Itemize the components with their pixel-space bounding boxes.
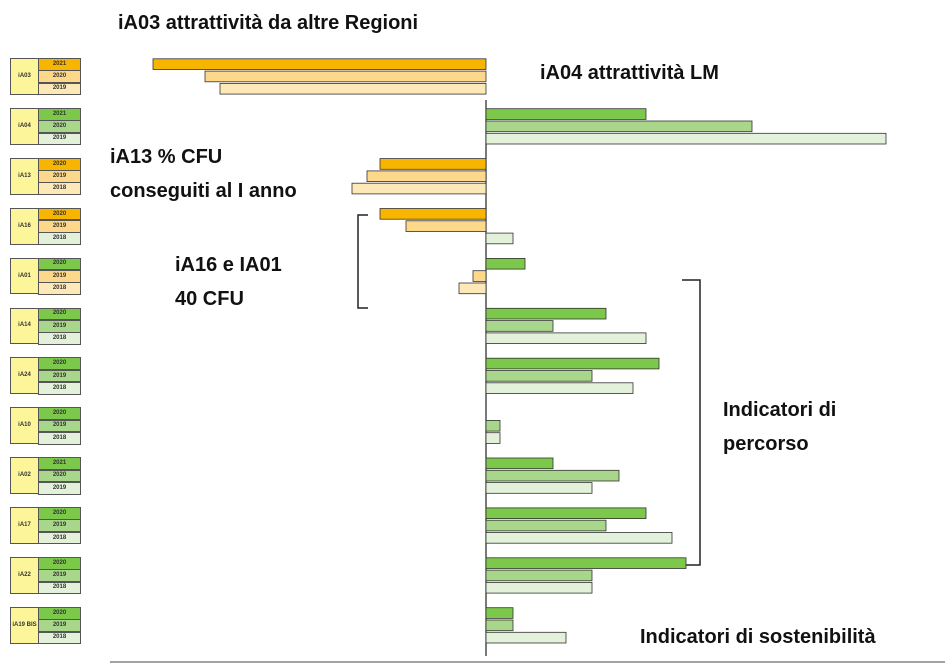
year-label: 2020: [38, 257, 81, 271]
year-label: 2020: [38, 606, 81, 620]
bar: [405, 220, 487, 232]
annotation: conseguiti al I anno: [110, 180, 297, 202]
bar: [152, 58, 487, 70]
bar: [366, 170, 487, 182]
year-label: 2018: [38, 282, 81, 295]
annotation: 40 CFU: [175, 288, 244, 310]
year-label: 2018: [38, 581, 81, 595]
bar: [485, 432, 501, 444]
bar: [485, 320, 554, 332]
bar: [485, 557, 687, 569]
indicator-label: iA02: [10, 457, 39, 495]
bar: [485, 307, 607, 320]
indicator-label: iA03: [10, 58, 39, 95]
bar: [485, 532, 673, 544]
year-label: 2021: [38, 107, 81, 121]
year-label: 2021: [38, 58, 81, 71]
bar: [485, 469, 620, 482]
annotation: iA16 e IA01: [175, 254, 282, 276]
bar: [485, 120, 753, 133]
bar: [485, 370, 593, 382]
indicator-label: iA24: [10, 357, 39, 395]
year-label: 2021: [38, 457, 81, 470]
bar: [485, 482, 593, 494]
bar: [485, 108, 647, 120]
year-label: 2019: [38, 82, 81, 96]
bar: [379, 208, 487, 220]
bar: [485, 357, 660, 370]
indicator-label: iA13: [10, 157, 39, 195]
bar: [485, 619, 514, 632]
indicator-label: iA22: [10, 557, 39, 594]
year-label: 2018: [38, 182, 81, 196]
bar: [485, 631, 567, 644]
bar: [485, 419, 501, 432]
year-label: 2019: [38, 220, 81, 233]
year-label: 2018: [38, 431, 81, 445]
year-label: 2020: [38, 157, 81, 171]
year-label: 2019: [38, 369, 81, 383]
bar: [485, 257, 526, 270]
indicator-label: iA14: [10, 307, 39, 345]
year-label: 2019: [38, 519, 81, 533]
bar: [204, 70, 487, 83]
bar: [485, 607, 514, 619]
annotation: iA03 attrattività da altre Regioni: [118, 12, 419, 34]
year-label: 2020: [38, 407, 81, 421]
annotation: iA04 attrattività LM: [540, 62, 719, 84]
bar: [458, 282, 487, 295]
bar: [485, 132, 887, 145]
annotation: Indicatori di sostenibilità: [640, 626, 876, 648]
indicator-label: iA16: [10, 207, 39, 245]
bar: [379, 158, 487, 170]
year-label: 2019: [38, 269, 81, 283]
bar: [485, 507, 647, 519]
year-label: 2018: [38, 382, 81, 395]
year-label: 2020: [38, 70, 81, 84]
year-label: 2020: [38, 469, 81, 483]
year-label: 2019: [38, 569, 81, 583]
bar: [485, 232, 514, 245]
year-label: 2020: [38, 507, 81, 520]
indicator-label: iA01: [10, 257, 39, 295]
bar: [485, 457, 554, 470]
year-label: 2018: [38, 531, 81, 545]
year-label: 2018: [38, 631, 81, 645]
bar: [472, 270, 487, 282]
indicator-label: iA19 BIS: [10, 606, 39, 644]
year-label: 2018: [38, 232, 81, 246]
indicator-label: iA17: [10, 507, 39, 544]
year-label: 2019: [38, 170, 81, 183]
year-label: 2020: [38, 120, 81, 133]
bar: [485, 519, 607, 532]
year-label: 2019: [38, 132, 81, 146]
bracket: [682, 279, 701, 566]
bar: [485, 569, 593, 582]
year-label: 2019: [38, 481, 81, 495]
year-label: 2019: [38, 419, 81, 433]
annotation: Indicatori di: [723, 399, 837, 421]
year-label: 2020: [38, 557, 81, 570]
year-label: 2020: [38, 357, 81, 371]
bar: [351, 182, 487, 195]
bar: [219, 83, 487, 95]
bar: [485, 582, 593, 594]
year-label: 2020: [38, 207, 81, 221]
year-label: 2018: [38, 332, 81, 345]
year-label: 2019: [38, 619, 81, 632]
bar: [485, 382, 634, 394]
indicator-label: iA10: [10, 407, 39, 445]
year-label: 2019: [38, 319, 81, 333]
indicator-label: iA04: [10, 107, 39, 145]
annotation: iA13 % CFU: [110, 146, 223, 168]
bracket: [357, 214, 368, 309]
bar: [485, 332, 647, 344]
annotation: percorso: [723, 433, 809, 455]
year-label: 2020: [38, 307, 81, 321]
